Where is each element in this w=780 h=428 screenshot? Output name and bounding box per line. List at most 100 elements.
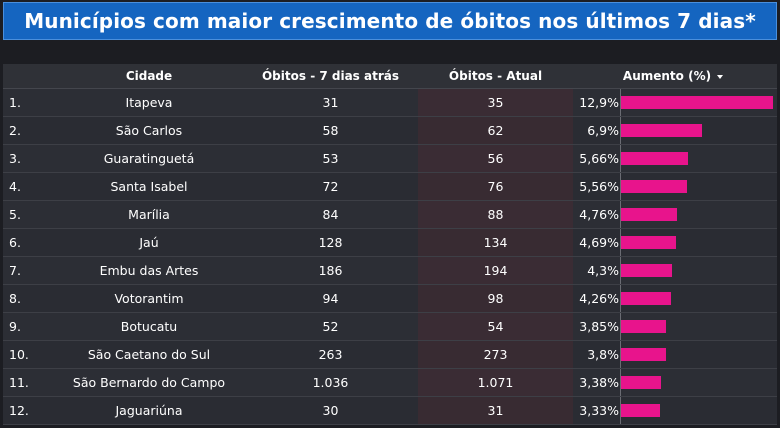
table-row[interactable]: 273 10. São Caetano do Sul 263 3,8% — [3, 341, 777, 369]
bar-axis-line — [620, 285, 621, 312]
increase-bar — [621, 180, 687, 193]
cell-city: São Carlos — [115, 123, 183, 138]
table-header: Cidade Óbitos - 7 dias atrás Óbitos - At… — [3, 64, 777, 89]
table-row[interactable]: 76 4. Santa Isabel 72 5,56% — [3, 173, 777, 201]
cell-city: Jaguariúna — [115, 403, 183, 418]
cell-increase-label: 12,9% — [579, 95, 619, 110]
cell-current: 194 — [418, 257, 573, 284]
page-title: Municípios com maior crescimento de óbit… — [24, 9, 756, 33]
cell-old: 53 — [322, 151, 339, 166]
cell-index: 6. — [9, 235, 21, 250]
cell-index: 3. — [9, 151, 21, 166]
increase-bar — [621, 348, 666, 361]
cell-old: 263 — [318, 347, 343, 362]
cell-old: 94 — [322, 291, 339, 306]
cell-current: 134 — [418, 229, 573, 256]
bar-axis-line — [620, 341, 621, 368]
cell-old: 72 — [322, 179, 339, 194]
cell-increase-label: 3,8% — [587, 347, 619, 362]
cell-index: 9. — [9, 319, 21, 334]
bar-track — [621, 208, 773, 221]
cell-old: 186 — [318, 263, 343, 278]
increase-bar — [621, 264, 672, 277]
bar-track — [621, 236, 773, 249]
cell-old: 31 — [322, 95, 339, 110]
cell-increase-label: 4,76% — [579, 207, 619, 222]
cell-current: 31 — [418, 397, 573, 424]
table-row[interactable]: 194 7. Embu das Artes 186 4,3% — [3, 257, 777, 285]
table-row[interactable]: 54 9. Botucatu 52 3,85% — [3, 313, 777, 341]
sort-down-icon — [717, 74, 724, 79]
cell-old: 1.036 — [312, 375, 349, 390]
bar-axis-line — [620, 397, 621, 424]
header-city[interactable]: Cidade — [125, 69, 173, 83]
cell-index: 11. — [9, 375, 29, 390]
bar-axis-line — [620, 313, 621, 340]
cell-increase-label: 3,38% — [579, 375, 619, 390]
bar-track — [621, 180, 773, 193]
table-row[interactable]: 1.071 11. São Bernardo do Campo 1.036 3,38% — [3, 369, 777, 397]
table-row[interactable]: 134 6. Jaú 128 4,69% — [3, 229, 777, 257]
increase-bar — [621, 124, 702, 137]
table-row[interactable]: 62 2. São Carlos 58 6,9% — [3, 117, 777, 145]
table-row[interactable]: 98 8. Votorantim 94 4,26% — [3, 285, 777, 313]
cell-old: 128 — [318, 235, 343, 250]
cell-city: Santa Isabel — [110, 179, 188, 194]
increase-bar — [621, 292, 671, 305]
bar-axis-line — [620, 173, 621, 200]
cell-current: 88 — [418, 201, 573, 228]
title-bar: Municípios com maior crescimento de óbit… — [3, 2, 777, 40]
increase-bar — [621, 208, 677, 221]
cell-increase-label: 5,56% — [579, 179, 619, 194]
cell-current: 1.071 — [418, 369, 573, 396]
cell-index: 1. — [9, 95, 21, 110]
cell-city: Guaratinguetá — [103, 151, 195, 166]
cell-city: Itapeva — [125, 95, 173, 110]
cell-old: 58 — [322, 123, 339, 138]
cell-increase-label: 3,33% — [579, 403, 619, 418]
table-row[interactable]: 31 12. Jaguariúna 30 3,33% — [3, 397, 777, 425]
increase-bar — [621, 152, 688, 165]
cell-increase-label: 3,85% — [579, 319, 619, 334]
increase-bar — [621, 236, 676, 249]
cell-index: 2. — [9, 123, 21, 138]
bar-track — [621, 124, 773, 137]
header-increase-label: Aumento (%) — [622, 69, 712, 83]
cell-old: 52 — [322, 319, 339, 334]
cell-index: 7. — [9, 263, 21, 278]
header-increase[interactable]: Aumento (%) — [593, 64, 753, 89]
increase-bar — [621, 320, 666, 333]
cell-increase-label: 6,9% — [587, 123, 619, 138]
cell-current: 35 — [418, 89, 573, 116]
table-row[interactable]: 88 5. Marília 84 4,76% — [3, 201, 777, 229]
cell-city: Marília — [128, 207, 170, 222]
bar-track — [621, 320, 773, 333]
bar-axis-line — [620, 369, 621, 396]
cell-current: 54 — [418, 313, 573, 340]
cell-city: Votorantim — [114, 291, 184, 306]
cell-current: 273 — [418, 341, 573, 368]
bar-axis-line — [620, 145, 621, 172]
increase-bar — [621, 404, 660, 417]
bar-axis-line — [620, 201, 621, 228]
bar-track — [621, 264, 773, 277]
cell-current: 76 — [418, 173, 573, 200]
cell-current: 98 — [418, 285, 573, 312]
table-row[interactable]: 56 3. Guaratinguetá 53 5,66% — [3, 145, 777, 173]
table-row[interactable]: 35 1. Itapeva 31 12,9% — [3, 89, 777, 117]
cell-increase-label: 4,3% — [587, 263, 619, 278]
cell-index: 12. — [9, 403, 29, 418]
data-table: Cidade Óbitos - 7 dias atrás Óbitos - At… — [3, 64, 777, 425]
cell-city: Jaú — [139, 235, 159, 250]
cell-old: 30 — [322, 403, 339, 418]
cell-index: 5. — [9, 207, 21, 222]
bar-axis-line — [620, 257, 621, 284]
header-old[interactable]: Óbitos - 7 dias atrás — [261, 69, 399, 83]
increase-bar — [621, 376, 661, 389]
bar-axis-line — [620, 89, 621, 116]
cell-city: Botucatu — [120, 319, 178, 334]
header-current[interactable]: Óbitos - Atual — [448, 69, 543, 83]
cell-city: São Caetano do Sul — [87, 347, 211, 362]
bar-track — [621, 96, 773, 109]
bar-axis-line — [620, 229, 621, 256]
